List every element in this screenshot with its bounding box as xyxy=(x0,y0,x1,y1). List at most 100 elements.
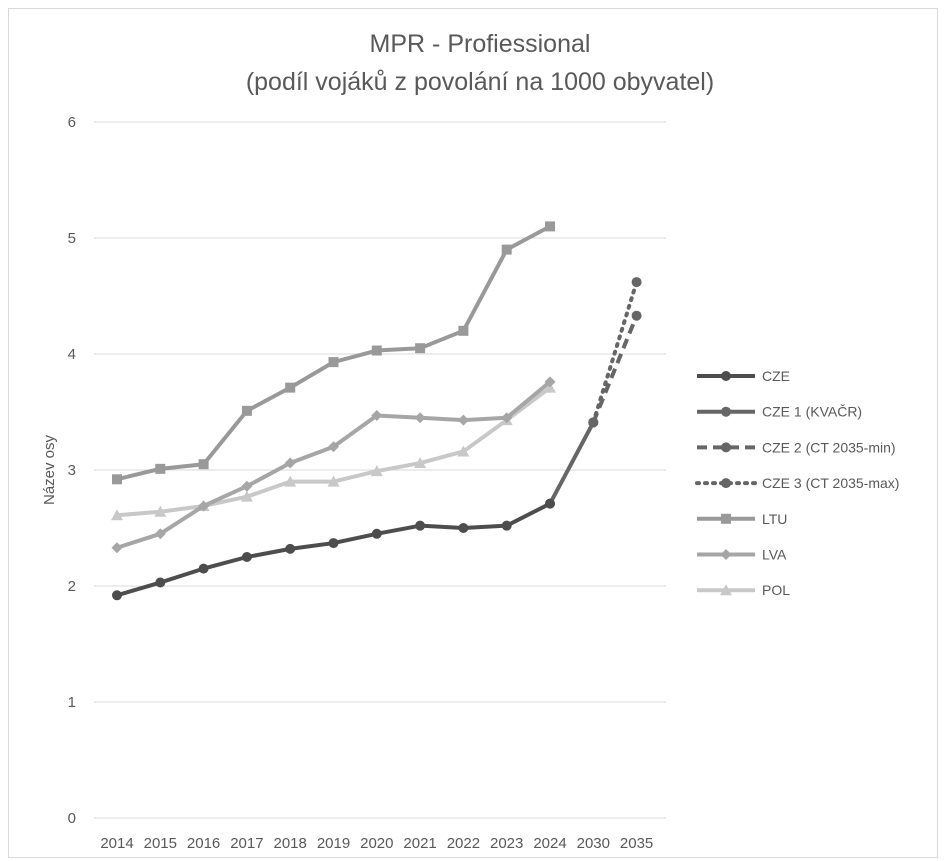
data-point xyxy=(284,457,296,469)
series-cze-3-ct-2035-max- xyxy=(588,277,642,428)
x-axis-ticks: 2014 2015 2016 2017 2018 2019 2020 2021 2022 2023… xyxy=(100,835,653,852)
data-point xyxy=(457,445,470,457)
data-point xyxy=(501,244,512,255)
chart-frame xyxy=(8,8,938,858)
y-tick-label: 5 xyxy=(68,230,76,247)
legend: CZE CZE 1 (KVAČR) CZE 2 (CT 2035-min) CZE 3… xyxy=(695,368,899,598)
series-cze-2-ct-2035-min- xyxy=(588,310,642,428)
data-point xyxy=(241,480,253,492)
data-point xyxy=(285,543,296,554)
data-point xyxy=(284,475,297,487)
x-tick-label: 2024 xyxy=(533,835,566,852)
data-point xyxy=(111,542,123,554)
legend-marker xyxy=(720,549,732,560)
legend-marker xyxy=(720,584,732,596)
legend-label: CZE 3 (CT 2035-max) xyxy=(762,475,899,491)
data-point xyxy=(154,505,167,517)
series-pol xyxy=(111,381,556,521)
data-point xyxy=(588,417,599,428)
data-point xyxy=(544,376,556,388)
legend-item: LVA xyxy=(697,547,787,563)
data-point xyxy=(240,490,253,502)
legend-item: CZE 2 (CT 2035-min) xyxy=(697,439,896,455)
x-tick-label: 2018 xyxy=(274,835,307,852)
data-point xyxy=(371,528,382,539)
x-tick-label: 2020 xyxy=(360,835,393,852)
legend-marker xyxy=(721,513,731,524)
x-tick-label: 2016 xyxy=(187,835,220,852)
legend-marker xyxy=(721,442,731,453)
series-lva xyxy=(111,376,556,554)
data-point xyxy=(631,310,642,321)
y-tick-label: 4 xyxy=(68,346,76,363)
data-point xyxy=(370,465,383,477)
legend-marker xyxy=(721,478,731,489)
data-point xyxy=(545,221,555,232)
data-point xyxy=(501,412,513,424)
data-point xyxy=(371,345,382,356)
x-tick-label: 2015 xyxy=(144,835,177,852)
data-point xyxy=(198,459,209,470)
legend-marker xyxy=(721,371,731,381)
data-point xyxy=(545,498,555,509)
series-group xyxy=(111,221,642,601)
data-point xyxy=(285,382,296,393)
legend-item: LTU xyxy=(697,511,787,527)
x-tick-label: 2023 xyxy=(490,835,523,852)
data-point xyxy=(155,463,166,474)
data-point xyxy=(241,552,252,562)
data-point xyxy=(414,412,426,424)
data-point xyxy=(328,357,339,368)
x-tick-label: 2030 xyxy=(577,835,610,852)
y-tick-label: 0 xyxy=(68,810,76,827)
data-point xyxy=(458,325,469,336)
data-point xyxy=(328,441,339,453)
y-axis-ticks: 0 1 2 3 4 5 6 xyxy=(68,114,76,827)
series-line xyxy=(548,421,596,505)
data-point xyxy=(154,528,166,540)
legend-label: LVA xyxy=(762,547,787,563)
x-tick-label: 2019 xyxy=(317,835,350,852)
x-tick-label: 2022 xyxy=(447,835,480,852)
data-point xyxy=(501,520,512,531)
series-ltu xyxy=(112,221,555,485)
x-tick-label: 2021 xyxy=(403,835,436,852)
chart-title-line2: (podíl vojáků z povolání na 1000 obyvate… xyxy=(246,68,714,96)
data-point xyxy=(198,563,209,574)
series-cze xyxy=(112,498,555,601)
chart-title-line1: MPR - Profiessional xyxy=(370,30,591,58)
y-tick-label: 1 xyxy=(68,694,76,711)
series-line xyxy=(591,314,639,424)
legend-label: CZE xyxy=(762,368,790,384)
legend-item: CZE 3 (CT 2035-max) xyxy=(695,475,899,491)
x-tick-label: 2014 xyxy=(100,835,133,852)
data-point xyxy=(415,343,426,354)
data-point xyxy=(414,457,427,469)
data-point xyxy=(327,475,340,487)
series-line xyxy=(591,280,639,425)
legend-label: LTU xyxy=(762,511,787,527)
series-cze-1-kva-r- xyxy=(545,417,599,509)
legend-item: CZE xyxy=(697,368,790,384)
legend-label: CZE 2 (CT 2035-min) xyxy=(762,439,896,455)
data-point xyxy=(112,474,122,485)
legend-item: POL xyxy=(697,582,790,598)
data-point xyxy=(371,409,383,421)
legend-label: POL xyxy=(762,582,790,598)
data-point xyxy=(415,520,426,531)
data-point xyxy=(111,509,123,521)
x-tick-label: 2035 xyxy=(620,835,653,852)
y-axis-title: Název osy xyxy=(41,434,58,505)
legend-marker xyxy=(721,406,731,417)
data-point xyxy=(198,500,210,512)
legend-item: CZE 1 (KVAČR) xyxy=(697,404,862,420)
data-point xyxy=(458,523,469,533)
data-point xyxy=(155,577,166,588)
x-tick-label: 2017 xyxy=(230,835,263,852)
data-point xyxy=(631,277,642,288)
y-tick-label: 3 xyxy=(68,462,76,479)
y-tick-label: 6 xyxy=(68,114,76,131)
y-tick-label: 2 xyxy=(68,578,76,595)
data-point xyxy=(112,590,122,601)
